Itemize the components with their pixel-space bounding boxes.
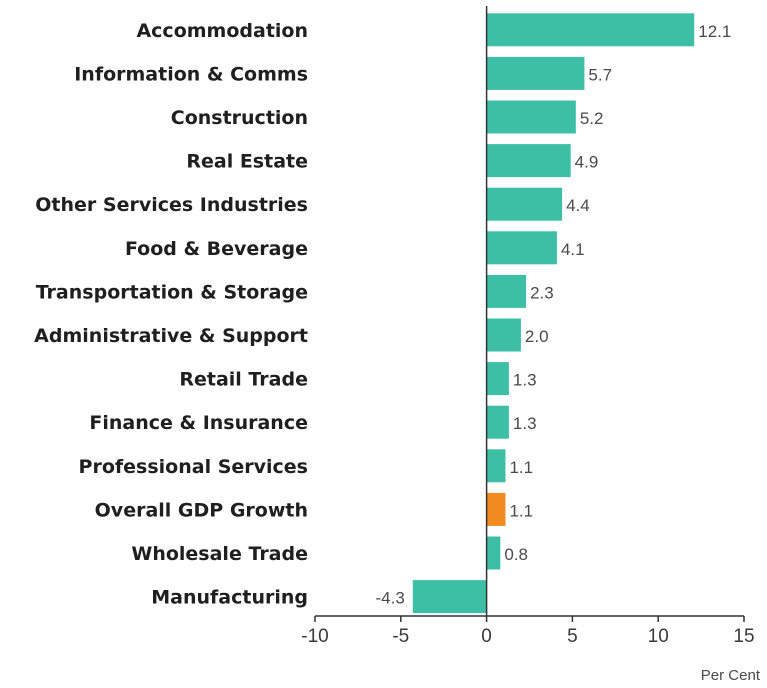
bar-construction <box>486 100 576 134</box>
value-label-retail-trade: 1.3 <box>513 371 537 390</box>
category-label-overall-gdp-growth: Overall GDP Growth <box>95 499 308 521</box>
value-label-finance-and-insurance: 1.3 <box>513 414 537 433</box>
x-tick-label: -5 <box>392 626 409 647</box>
category-label-other-services-industries: Other Services Industries <box>35 194 308 216</box>
bar-other-services-industries <box>486 187 563 221</box>
bar-administrative-and-support <box>486 318 521 352</box>
category-labels: Accommodation Information & Comms Construc… <box>34 20 308 609</box>
bar-overall-gdp-growth <box>486 492 506 526</box>
value-label-accommodation: 12.1 <box>698 22 731 41</box>
category-label-professional-services: Professional Services <box>79 456 308 478</box>
category-label-accommodation: Accommodation <box>136 20 308 42</box>
bar-accommodation <box>486 13 695 47</box>
x-tick-label: -10 <box>301 626 328 647</box>
value-label-administrative-and-support: 2.0 <box>525 327 549 346</box>
x-axis: -10 -5 0 5 10 15 <box>301 6 755 647</box>
value-label-other-services-industries: 4.4 <box>566 196 590 215</box>
x-tick-label: 15 <box>733 626 754 647</box>
value-label-transportation-and-storage: 2.3 <box>530 283 554 302</box>
bar-retail-trade <box>486 362 509 396</box>
value-label-construction: 5.2 <box>580 109 604 128</box>
x-tick-label: 10 <box>648 626 669 647</box>
bar-manufacturing <box>412 580 487 614</box>
bar-information-and-comms <box>486 56 585 90</box>
bar-wholesale-trade <box>486 536 501 570</box>
bar-real-estate <box>486 144 571 178</box>
value-labels: 12.1 5.7 5.2 4.9 4.4 4.1 2.3 2.0 1.3 1.3 1.1 1.1 0.8… <box>376 22 732 608</box>
value-label-food-and-beverage: 4.1 <box>561 240 585 259</box>
value-label-information-and-comms: 5.7 <box>588 65 612 84</box>
value-label-wholesale-trade: 0.8 <box>504 545 528 564</box>
bars-layer <box>412 13 695 614</box>
category-label-construction: Construction <box>171 107 308 129</box>
bar-food-and-beverage <box>486 231 557 265</box>
category-label-real-estate: Real Estate <box>186 151 308 173</box>
x-tick-label: 0 <box>481 626 492 647</box>
x-tick-label: 5 <box>567 626 578 647</box>
category-label-information-and-comms: Information & Comms <box>74 63 308 85</box>
bar-professional-services <box>486 449 506 483</box>
bar-finance-and-insurance <box>486 405 509 439</box>
value-label-overall-gdp-growth: 1.1 <box>509 501 533 520</box>
category-label-finance-and-insurance: Finance & Insurance <box>89 412 308 434</box>
category-label-wholesale-trade: Wholesale Trade <box>131 543 308 565</box>
category-label-administrative-and-support: Administrative & Support <box>34 325 308 347</box>
category-label-transportation-and-storage: Transportation & Storage <box>36 281 308 303</box>
category-label-retail-trade: Retail Trade <box>179 369 308 391</box>
value-label-real-estate: 4.9 <box>575 153 599 172</box>
value-label-manufacturing: -4.3 <box>376 589 405 608</box>
category-label-manufacturing: Manufacturing <box>151 587 308 609</box>
x-axis-title: Per Cent <box>701 667 761 684</box>
category-label-food-and-beverage: Food & Beverage <box>125 238 308 260</box>
bar-transportation-and-storage <box>486 274 527 308</box>
value-label-professional-services: 1.1 <box>509 458 533 477</box>
